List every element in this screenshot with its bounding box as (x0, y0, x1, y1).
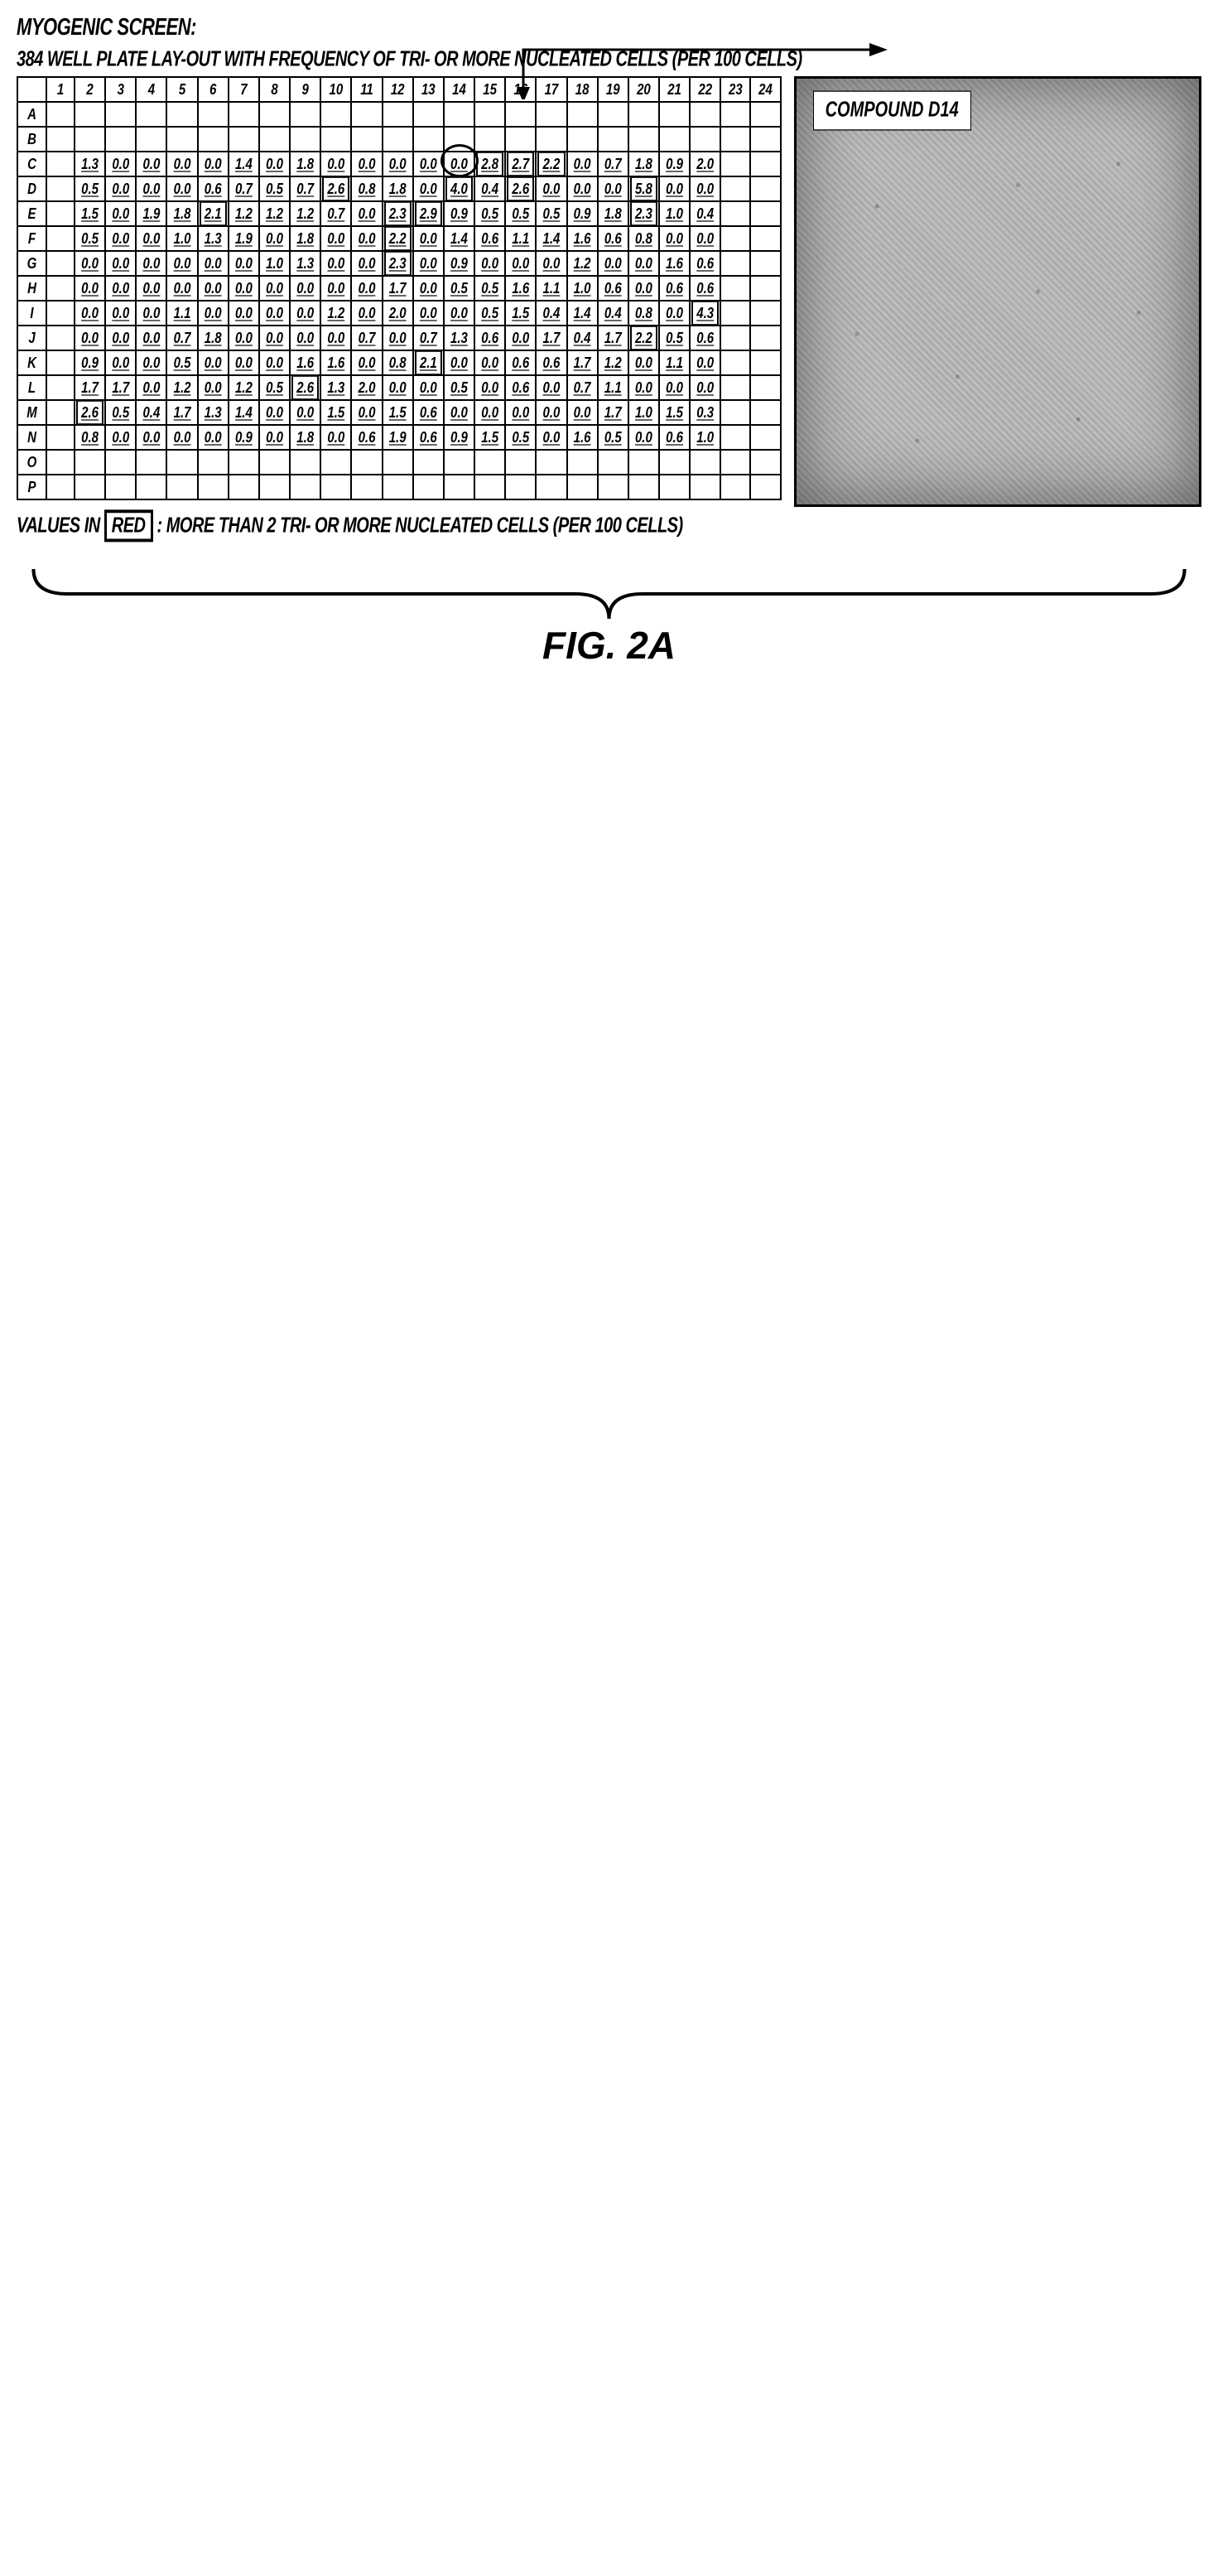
image-label: COMPOUND D14 (813, 90, 971, 130)
plate-cell (720, 472, 750, 502)
microscopy-image: COMPOUND D14 (794, 76, 1201, 507)
plate-cell (628, 472, 659, 502)
subtitle: 384 WELL PLATE LAY-OUT WITH FREQUENCY OF… (17, 48, 1201, 73)
plate-cell (105, 472, 136, 502)
plate-cell (46, 472, 75, 502)
figure-brace (17, 561, 1201, 631)
plate-cell (229, 472, 259, 502)
plate-cell (383, 472, 413, 502)
plate-cell (505, 472, 536, 502)
plate-cell (320, 472, 351, 502)
plate-cell (444, 472, 474, 502)
plate-cell (567, 472, 598, 502)
legend-text: VALUES IN RED : MORE THAN 2 TRI- OR MORE… (17, 514, 1201, 539)
legend-prefix: VALUES IN (17, 514, 104, 538)
plate-cell (750, 472, 780, 502)
main-title: MYOGENIC SCREEN: (17, 13, 1201, 41)
legend-suffix: : MORE THAN 2 TRI- OR MORE NUCLEATED CEL… (153, 514, 683, 538)
plate-cell (690, 472, 720, 502)
plate-cell (598, 472, 628, 502)
plate-cell (351, 472, 382, 502)
plate-cell (474, 472, 505, 502)
plate-cell (75, 472, 105, 502)
plate-cell (290, 472, 320, 502)
plate-cell (659, 472, 690, 502)
plate-table-wrap: 123456789101112131415161718192021222324 … (17, 76, 782, 500)
plate-cell (536, 472, 566, 502)
plate-cell (198, 472, 229, 502)
plate-cell (413, 472, 444, 502)
row-header: P (17, 472, 46, 502)
plate-table: 123456789101112131415161718192021222324 … (17, 76, 782, 500)
legend-red-box: RED (104, 509, 153, 542)
plate-cell (136, 472, 166, 502)
plate-cell (259, 472, 290, 502)
plate-cell (166, 472, 197, 502)
